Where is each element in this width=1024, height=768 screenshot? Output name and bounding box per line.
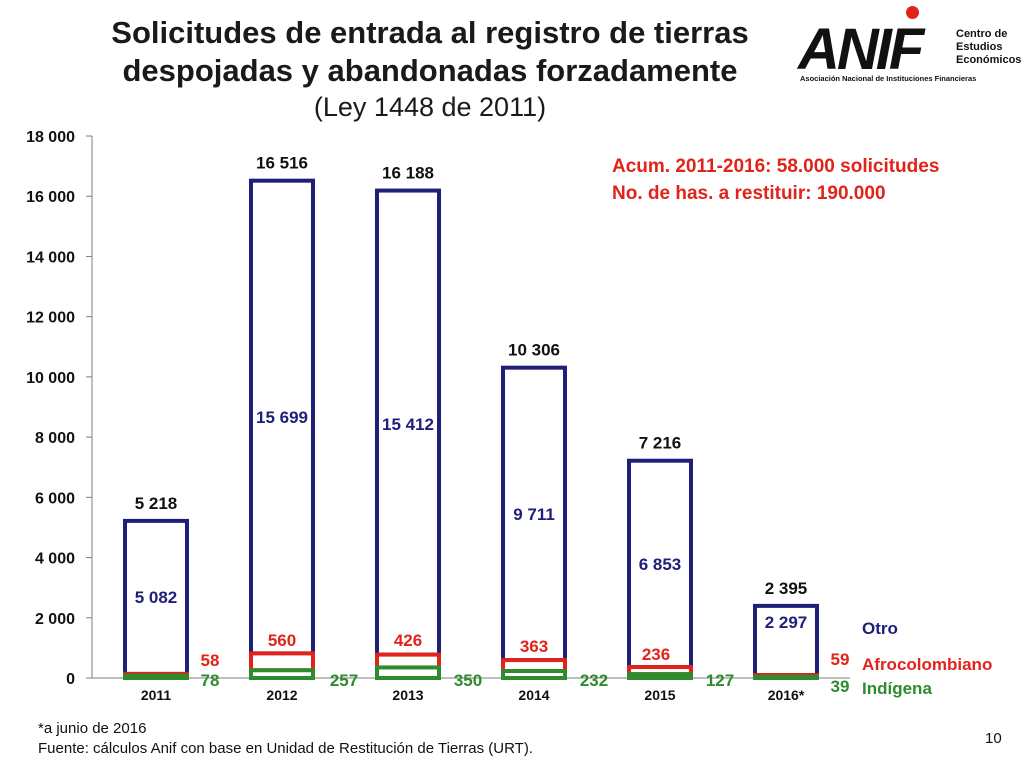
anif-logo: ANIF Centro de Estudios Económicos Asoci… (798, 6, 1022, 92)
total-data-label: 5 218 (135, 494, 178, 513)
chart-title-line2: despojadas y abandonadas forzadamente (122, 53, 738, 88)
bar-indigena (249, 668, 315, 681)
indigena-data-label: 39 (831, 677, 850, 696)
y-tick-label: 10 000 (26, 370, 75, 387)
indigena-data-label: 350 (454, 671, 482, 690)
indigena-data-label: 232 (580, 671, 608, 690)
y-tick-label: 16 000 (26, 189, 75, 206)
y-tick-label: 2 000 (35, 611, 75, 628)
chart-subtitle: (Ley 1448 de 2011) (313, 92, 547, 122)
y-tick-label: 0 (66, 671, 75, 688)
x-tick-label: 2011 (141, 687, 172, 703)
y-tick-label: 14 000 (26, 249, 75, 266)
bar-afrocolombiano (249, 651, 315, 673)
x-tick-label: 2016* (768, 687, 805, 703)
otro-data-label: 6 853 (639, 555, 682, 574)
y-tick-label: 6 000 (35, 490, 75, 507)
bar-otro (123, 518, 189, 676)
legend-afrocolombiano: Afrocolombiano (862, 655, 992, 674)
x-tick-label: 2014 (518, 687, 549, 703)
indigena-data-label: 127 (706, 671, 734, 690)
bar-otro (627, 458, 693, 670)
x-tick-label: 2015 (644, 687, 675, 703)
legend-indigena: Indígena (862, 679, 932, 698)
otro-data-label: 15 699 (256, 408, 308, 427)
afrocolombiano-data-label: 426 (394, 631, 422, 650)
total-data-label: 16 188 (382, 164, 434, 183)
bar-otro (375, 188, 441, 657)
bar-indigena (501, 669, 567, 680)
x-tick-label: 2012 (266, 687, 297, 703)
afrocolombiano-data-label: 363 (520, 637, 548, 656)
indigena-data-label: 78 (201, 671, 220, 690)
logo-dot-icon (906, 6, 919, 19)
total-data-label: 2 395 (765, 579, 808, 598)
otro-data-label: 9 711 (513, 505, 555, 524)
page-number: 10 (985, 730, 1002, 747)
indigena-data-label: 257 (330, 671, 358, 690)
bar-indigena (627, 672, 693, 681)
legend-otro: Otro (862, 619, 898, 638)
afrocolombiano-data-label: 58 (201, 651, 220, 670)
otro-data-label: 2 297 (765, 613, 808, 632)
afrocolombiano-data-label: 236 (642, 645, 670, 664)
otro-data-label: 5 082 (135, 588, 178, 607)
footnote: *a junio de 2016 (38, 720, 147, 737)
accum-annotation: Acum. 2011-2016: 58.000 solicitudes (612, 156, 940, 177)
logo-wordmark: ANIF (798, 17, 924, 82)
bar-indigena (375, 665, 441, 681)
y-tick-label: 8 000 (35, 430, 75, 447)
afrocolombiano-data-label: 59 (831, 650, 850, 669)
total-data-label: 10 306 (508, 341, 560, 360)
x-tick-label: 2013 (392, 687, 423, 703)
bar-indigena (123, 673, 189, 680)
hectares-annotation: No. de has. a restituir: 190.000 (612, 183, 886, 204)
total-data-label: 7 216 (639, 434, 682, 453)
source-note: Fuente: cálculos Anif con base en Unidad… (38, 740, 533, 757)
bar-indigena (753, 674, 819, 681)
y-tick-label: 4 000 (35, 551, 75, 568)
total-data-label: 16 516 (256, 154, 308, 173)
logo-center-name: Centro de Estudios Económicos (956, 28, 1022, 66)
logo-full-name: Asociación Nacional de Instituciones Fin… (800, 74, 977, 83)
y-tick-label: 18 000 (26, 129, 75, 146)
chart-title-line1: Solicitudes de entrada al registro de ti… (111, 15, 749, 50)
otro-data-label: 15 412 (382, 415, 434, 434)
afrocolombiano-data-label: 560 (268, 631, 296, 650)
y-tick-label: 12 000 (26, 310, 75, 327)
